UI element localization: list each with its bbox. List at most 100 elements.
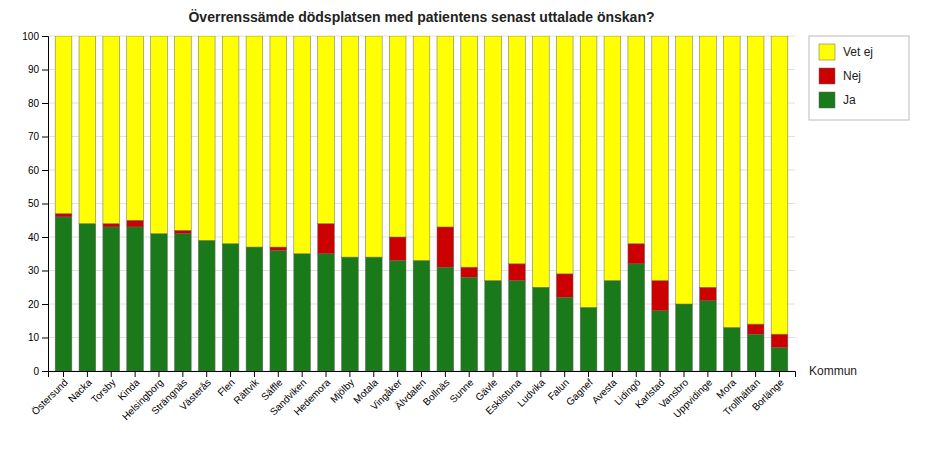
- tick-label: 80: [28, 98, 40, 109]
- bar: [103, 227, 120, 371]
- legend-frame: [809, 36, 909, 120]
- tick-label: Nacka: [66, 376, 94, 404]
- bar: [556, 274, 573, 297]
- tick-label: Sunne: [447, 376, 476, 405]
- bar: [700, 287, 717, 300]
- tick-mark: [278, 371, 279, 377]
- tick-label: 100: [22, 31, 39, 42]
- tick: 60: [28, 165, 48, 176]
- tick: 80: [28, 98, 48, 109]
- bar: [79, 224, 96, 371]
- legend-label: Ja: [843, 93, 856, 107]
- axis-line: [42, 37, 49, 372]
- bar: [485, 36, 502, 281]
- tick: Ludvika: [515, 371, 547, 409]
- tick-mark: [421, 371, 422, 377]
- tick-mark: [42, 70, 48, 71]
- tick-mark: [612, 371, 613, 377]
- tick-mark: [42, 371, 48, 372]
- bar: [652, 311, 669, 371]
- tick-mark: [564, 371, 565, 377]
- tick: Uppvidinge: [671, 371, 714, 420]
- tick-mark: [373, 371, 374, 377]
- plot: 0102030405060708090100ÖstersundNackaTors…: [22, 31, 795, 422]
- bar: [437, 227, 454, 267]
- bars: [55, 36, 788, 371]
- bar: [771, 348, 788, 371]
- tick: 20: [28, 299, 48, 310]
- tick-mark: [755, 371, 756, 377]
- tick-mark: [158, 371, 159, 377]
- tick-mark: [349, 371, 350, 377]
- tick-label: Rättvik: [231, 376, 261, 406]
- bar: [270, 247, 287, 250]
- tick-mark: [254, 371, 255, 377]
- bar: [318, 224, 335, 254]
- tick-mark: [135, 371, 136, 377]
- legend-label: Nej: [843, 69, 861, 83]
- tick-mark: [779, 371, 780, 377]
- tick-label: 10: [28, 332, 40, 343]
- bar: [342, 257, 359, 371]
- tick-mark: [206, 371, 207, 377]
- bar: [461, 277, 478, 371]
- tick-label: Ludvika: [515, 376, 547, 408]
- tick-mark: [326, 371, 327, 377]
- axis-title: Kommun: [809, 364, 857, 378]
- legend-item: Ja: [819, 92, 856, 108]
- bar: [461, 36, 478, 267]
- bar: [580, 36, 597, 307]
- bar: [198, 240, 215, 371]
- bar: [342, 36, 359, 257]
- tick-mark: [516, 371, 517, 377]
- bar: [628, 244, 645, 264]
- tick-mark: [397, 371, 398, 377]
- tick-mark: [42, 338, 48, 339]
- x-axis: ÖstersundNackaTorsbyKindaHelsingborgSträ…: [29, 371, 795, 422]
- bar: [700, 301, 717, 371]
- bar: [604, 36, 621, 281]
- tick: Hedemora: [292, 371, 333, 417]
- bar: [389, 36, 406, 237]
- tick-mark: [636, 371, 637, 377]
- tick-label: 30: [28, 265, 40, 276]
- tick-mark: [42, 170, 48, 171]
- tick-label: Älvdalen: [393, 377, 428, 412]
- bar: [127, 227, 144, 371]
- tick-label: Torsby: [89, 377, 118, 406]
- bar: [127, 220, 144, 227]
- bar: [509, 281, 526, 371]
- bar: [103, 36, 120, 224]
- bar: [198, 36, 215, 240]
- tick-label: Borlänge: [750, 376, 786, 412]
- bar: [55, 217, 72, 371]
- bar: [437, 267, 454, 371]
- legend-swatch: [819, 68, 835, 84]
- bar: [389, 260, 406, 371]
- tick: Bollnäs: [421, 371, 452, 408]
- bar: [723, 36, 740, 327]
- bar: [509, 264, 526, 281]
- bar: [318, 36, 335, 224]
- tick-mark: [87, 371, 88, 377]
- bar: [246, 36, 263, 247]
- bar: [294, 254, 311, 371]
- tick-mark: [445, 371, 446, 377]
- bar: [580, 307, 597, 371]
- tick-mark: [182, 371, 183, 377]
- tick-mark: [230, 371, 231, 377]
- bar: [485, 281, 502, 371]
- tick-mark: [302, 371, 303, 377]
- bar: [79, 36, 96, 224]
- tick-label: Hedemora: [292, 376, 333, 417]
- tick: Sunne: [447, 371, 476, 405]
- chart: 0102030405060708090100ÖstersundNackaTors…: [0, 0, 935, 451]
- tick-mark: [42, 271, 48, 272]
- bar: [151, 234, 168, 371]
- tick-label: 90: [28, 64, 40, 75]
- tick-mark: [42, 36, 48, 37]
- tick: Rättvik: [231, 371, 261, 406]
- bar: [676, 36, 693, 304]
- tick-label: Eskilstuna: [483, 376, 523, 416]
- tick: 40: [28, 232, 48, 243]
